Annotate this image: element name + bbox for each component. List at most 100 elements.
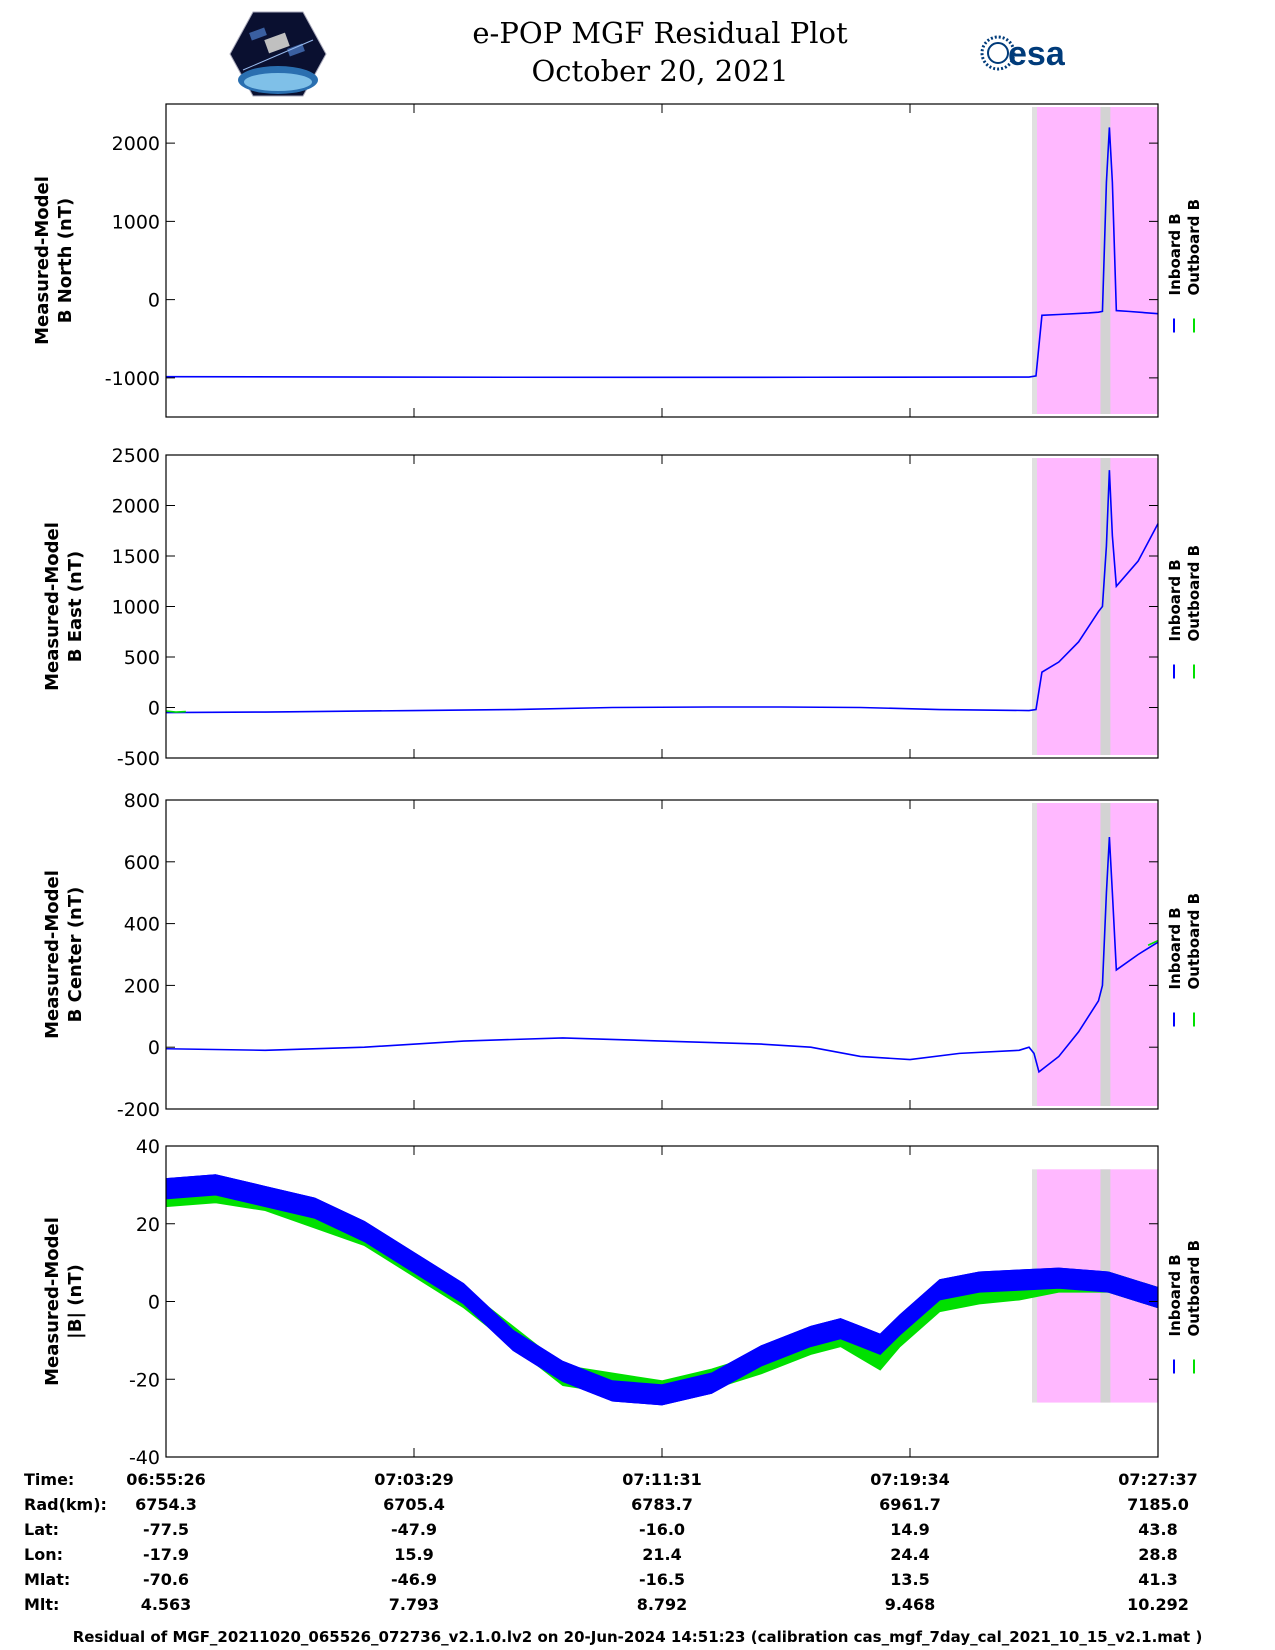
- y-axis-label-line: Measured-Model: [32, 176, 53, 345]
- y-axis-label: Measured-Model B East (nT): [42, 522, 86, 691]
- y-tick-label: 40: [136, 1136, 160, 1158]
- table-cell: 41.3: [1138, 1570, 1178, 1589]
- row-label: Rad(km):: [24, 1495, 107, 1514]
- legend: Inboard B Outboard B: [1166, 893, 1203, 1027]
- legend-label-inboard: Inboard B: [1166, 213, 1184, 295]
- y-tick-label: 0: [148, 290, 160, 312]
- table-cell: -70.6: [142, 1570, 190, 1589]
- axes-frame: [165, 1145, 1159, 1458]
- esa-logo-text: esa: [1008, 35, 1066, 73]
- y-tick-label: 0: [148, 1292, 160, 1314]
- table-cell: -77.5: [142, 1520, 190, 1539]
- shade-gray-strip: [1032, 107, 1037, 414]
- y-axis-label-line: B North (nT): [55, 198, 76, 324]
- panel-2: -500 0 500 1000 1500 2000 2500 Measured-Model B …: [42, 445, 1203, 770]
- table-cell: 6783.7: [631, 1495, 693, 1514]
- row-label: Mlat:: [24, 1570, 71, 1589]
- series-line-inboard-b: [165, 837, 1159, 1074]
- table-cell: 14.9: [890, 1520, 930, 1539]
- table-cell: 6705.4: [383, 1495, 445, 1514]
- table-cell: -47.9: [390, 1520, 438, 1539]
- table-cell: 07:11:31: [622, 1470, 702, 1489]
- table-cell: 24.4: [890, 1545, 930, 1564]
- esa-logo: esa: [978, 30, 1098, 76]
- y-tick-label: 400: [124, 914, 160, 936]
- table-cell: 9.468: [884, 1595, 936, 1614]
- y-tick-label: 2500: [112, 445, 160, 467]
- axes-frame: [165, 799, 1159, 1110]
- y-tick-label: 600: [124, 852, 160, 874]
- y-axis-label-line: Measured-Model: [42, 870, 63, 1039]
- series-line-outboard-b: [1147, 939, 1159, 946]
- row-label: Lat:: [24, 1520, 60, 1539]
- y-tick-label: 0: [148, 698, 160, 720]
- shade-magenta: [1036, 458, 1158, 755]
- y-tick-label: 2000: [112, 496, 160, 518]
- table-cell: 4.563: [140, 1595, 192, 1614]
- table-cell: -17.9: [142, 1545, 190, 1564]
- legend-label-outboard: Outboard B: [1185, 1240, 1203, 1337]
- y-axis-label: Measured-Model B North (nT): [32, 176, 76, 345]
- y-axis-label-line: Measured-Model: [42, 1217, 63, 1386]
- shade-gray-band: [1100, 803, 1111, 1106]
- row-label: Lon:: [24, 1545, 63, 1564]
- shade-magenta: [1036, 107, 1158, 414]
- shade-magenta: [1036, 803, 1158, 1106]
- y-tick-label: 0: [148, 1037, 160, 1059]
- y-axis-label: Measured-Model |B| (nT): [42, 1217, 86, 1386]
- legend: Inboard B Outboard B: [1166, 545, 1203, 679]
- axes-frame: [165, 103, 1159, 418]
- table-cell: 43.8: [1138, 1520, 1178, 1539]
- row-label: Mlt:: [24, 1595, 60, 1614]
- panel-3: -200 0 200 400 600 800 Measured-Model B Center …: [42, 790, 1203, 1121]
- table-cell: 7185.0: [1127, 1495, 1189, 1514]
- table-cell: 07:19:34: [870, 1470, 950, 1489]
- panel-4: -40 -20 0 20 40 Measured-Model |B| (nT) Inboard…: [42, 1136, 1203, 1469]
- y-tick-label: -1000: [105, 368, 160, 390]
- table-cell: -16.5: [638, 1570, 686, 1589]
- table-cell: 6961.7: [879, 1495, 941, 1514]
- legend-label-inboard: Inboard B: [1166, 1254, 1184, 1336]
- legend-label-outboard: Outboard B: [1185, 545, 1203, 642]
- shade-gray-band: [1100, 107, 1111, 414]
- legend: Inboard B Outboard B: [1166, 1240, 1203, 1374]
- shade-gray-strip: [1032, 803, 1037, 1106]
- y-tick-label: 500: [124, 647, 160, 669]
- y-axis-label: Measured-Model B Center (nT): [42, 870, 86, 1039]
- y-tick-label: -500: [117, 748, 160, 770]
- footer-caption: Residual of MGF_20211020_065526_072736_v…: [72, 1628, 1203, 1646]
- table-cell: 07:03:29: [374, 1470, 454, 1489]
- y-tick-label: 20: [136, 1214, 160, 1236]
- table-cell: -16.0: [638, 1520, 686, 1539]
- table-cell: 28.8: [1138, 1545, 1178, 1564]
- y-axis-label-line: B East (nT): [65, 551, 86, 663]
- axes-frame: [165, 454, 1159, 759]
- table-cell: 7.793: [388, 1595, 440, 1614]
- y-tick-label: 2000: [112, 133, 160, 155]
- y-tick-label: 1000: [112, 597, 160, 619]
- table-cell: 13.5: [890, 1570, 930, 1589]
- shade-gray-band: [1100, 458, 1111, 755]
- legend-label-inboard: Inboard B: [1166, 559, 1184, 641]
- y-axis-label-line: B Center (nT): [65, 887, 86, 1023]
- y-axis-label-line: Measured-Model: [42, 522, 63, 691]
- legend-label-outboard: Outboard B: [1185, 893, 1203, 990]
- table-cell: 21.4: [642, 1545, 682, 1564]
- row-label: Time:: [24, 1470, 75, 1489]
- table-cell: 6754.3: [135, 1495, 197, 1514]
- y-axis-label-line: |B| (nT): [65, 1264, 86, 1339]
- y-tick-label: -20: [129, 1369, 160, 1391]
- table-cell: 07:27:37: [1118, 1470, 1198, 1489]
- y-tick-label: 1500: [112, 546, 160, 568]
- series-line-inboard-b: [165, 470, 1159, 714]
- y-tick-label: 800: [124, 790, 160, 812]
- series-line-inboard-b: [165, 127, 1159, 379]
- table-cell: 06:55:26: [126, 1470, 206, 1489]
- series-band-inboard-b-top: [165, 1174, 1159, 1406]
- y-tick-label: -40: [129, 1447, 160, 1469]
- page-subtitle: October 20, 2021: [531, 54, 789, 88]
- panel-1: -1000 0 1000 2000 Measured-Model B North (nT)…: [32, 103, 1203, 418]
- shade-gray-strip: [1032, 458, 1037, 755]
- table-cell: 8.792: [636, 1595, 688, 1614]
